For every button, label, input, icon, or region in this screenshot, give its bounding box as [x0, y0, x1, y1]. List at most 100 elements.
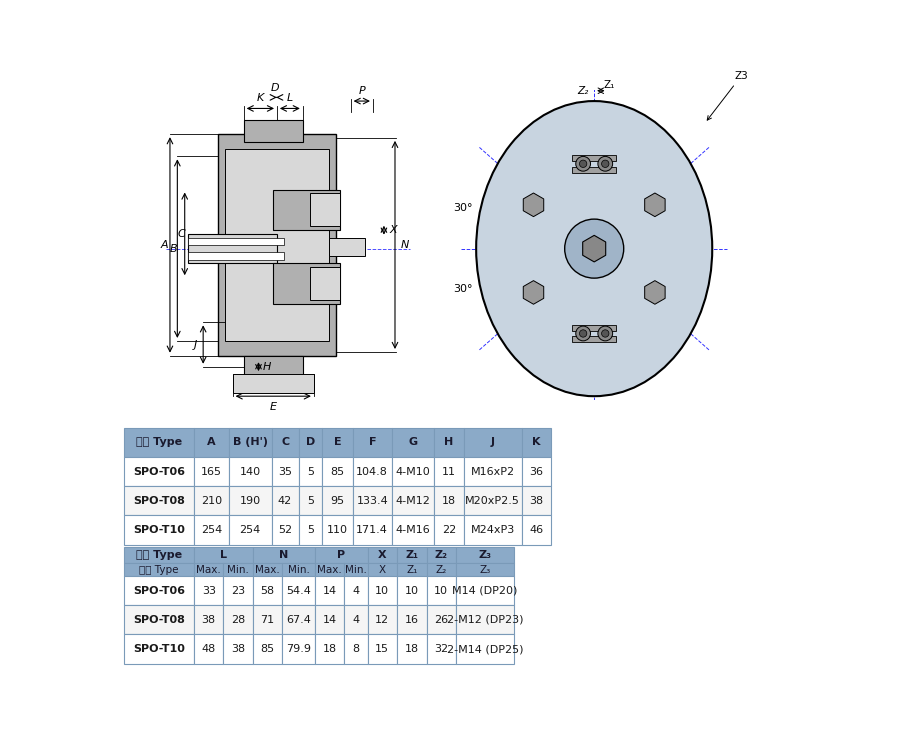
Text: K: K — [532, 437, 541, 448]
Bar — [322, 457, 353, 486]
Text: C: C — [281, 437, 289, 448]
Text: 4-M10: 4-M10 — [396, 466, 431, 476]
Bar — [282, 563, 315, 576]
Text: 2-M14 (DP25): 2-M14 (DP25) — [447, 644, 523, 654]
Bar — [315, 576, 344, 605]
Bar — [456, 547, 514, 563]
Text: SPO-T10: SPO-T10 — [133, 525, 185, 535]
Text: 133.4: 133.4 — [357, 496, 388, 506]
Bar — [298, 515, 322, 544]
Text: 140: 140 — [240, 466, 260, 476]
Text: L: L — [220, 550, 227, 560]
Ellipse shape — [565, 219, 623, 278]
Bar — [397, 605, 426, 634]
Text: 38: 38 — [530, 496, 543, 506]
Bar — [572, 337, 616, 342]
Circle shape — [598, 157, 613, 171]
Text: 10: 10 — [405, 586, 419, 596]
Text: 16: 16 — [405, 615, 419, 625]
Bar — [188, 234, 277, 263]
Text: 254: 254 — [201, 525, 222, 535]
Bar — [392, 457, 434, 486]
Text: 46: 46 — [530, 525, 543, 535]
Text: 165: 165 — [201, 466, 222, 476]
Text: 18: 18 — [441, 496, 456, 506]
Bar — [124, 547, 194, 563]
Text: 23: 23 — [232, 586, 245, 596]
Bar — [124, 634, 194, 664]
Text: 30°: 30° — [453, 203, 472, 213]
Text: 4-M12: 4-M12 — [396, 496, 431, 506]
Circle shape — [598, 326, 613, 340]
Bar — [426, 605, 456, 634]
Text: G: G — [408, 437, 417, 448]
Bar — [397, 576, 426, 605]
Text: 210: 210 — [201, 496, 222, 506]
Bar — [298, 457, 322, 486]
Bar — [225, 149, 329, 340]
Text: Min.: Min. — [287, 565, 310, 574]
Text: 5: 5 — [306, 525, 314, 535]
Bar — [253, 634, 282, 664]
Text: 15: 15 — [376, 644, 389, 654]
Text: N: N — [401, 240, 409, 250]
Text: 42: 42 — [278, 496, 292, 506]
Text: Z₃: Z₃ — [479, 565, 491, 574]
Text: 4: 4 — [352, 586, 359, 596]
Bar — [223, 563, 253, 576]
Text: X: X — [378, 565, 386, 574]
Text: L: L — [287, 93, 293, 104]
Text: B (H'): B (H') — [232, 437, 268, 448]
Text: N: N — [279, 550, 288, 560]
Text: Max.: Max. — [317, 565, 342, 574]
Bar — [426, 547, 456, 563]
Text: 4-M16: 4-M16 — [396, 525, 431, 535]
Bar — [368, 605, 397, 634]
Circle shape — [579, 160, 587, 167]
Text: 2-M12 (DP23): 2-M12 (DP23) — [447, 615, 523, 625]
Bar — [223, 576, 253, 605]
Text: 5: 5 — [306, 466, 314, 476]
Bar — [344, 605, 368, 634]
Bar — [456, 605, 514, 634]
Text: J: J — [194, 340, 197, 350]
Text: 67.4: 67.4 — [287, 615, 311, 625]
Bar — [273, 263, 340, 304]
Bar — [124, 515, 194, 544]
Text: Z₂: Z₂ — [434, 550, 448, 560]
Text: F: F — [369, 437, 376, 448]
Text: Min.: Min. — [227, 565, 249, 574]
Bar — [310, 194, 340, 226]
Bar — [522, 427, 551, 457]
Text: Z₂: Z₂ — [577, 86, 588, 96]
Circle shape — [576, 157, 590, 171]
Bar — [434, 515, 464, 544]
Bar — [124, 486, 194, 515]
Bar — [194, 515, 229, 544]
Bar — [397, 563, 426, 576]
Text: Max.: Max. — [196, 565, 221, 574]
Text: 22: 22 — [441, 525, 456, 535]
Ellipse shape — [476, 101, 713, 396]
Bar — [244, 356, 303, 378]
Text: X: X — [378, 550, 387, 560]
Bar — [368, 576, 397, 605]
Bar — [522, 457, 551, 486]
Text: 171.4: 171.4 — [356, 525, 388, 535]
Bar — [194, 547, 253, 563]
Bar — [124, 563, 194, 576]
Bar — [229, 486, 271, 515]
Bar — [397, 634, 426, 664]
Bar — [397, 547, 426, 563]
Bar — [273, 190, 340, 230]
Bar — [434, 486, 464, 515]
Bar — [522, 486, 551, 515]
Text: Z₃: Z₃ — [478, 550, 492, 560]
Bar — [124, 576, 194, 605]
Text: A: A — [207, 437, 215, 448]
Text: Z₁: Z₁ — [406, 565, 417, 574]
Text: Z₁: Z₁ — [405, 550, 418, 560]
Bar — [426, 563, 456, 576]
Bar — [353, 486, 392, 515]
Bar — [392, 486, 434, 515]
